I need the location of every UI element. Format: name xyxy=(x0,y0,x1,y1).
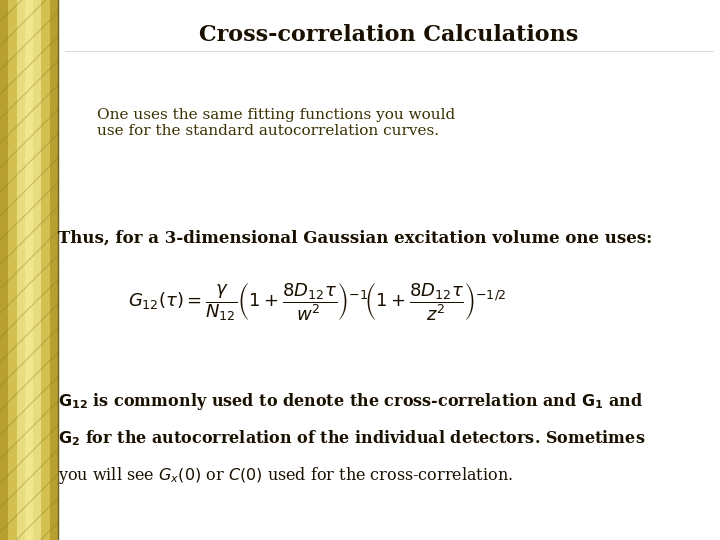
Text: $\mathbf{G_{12}}$ is commonly used to denote the cross-correlation and $\mathbf{: $\mathbf{G_{12}}$ is commonly used to de… xyxy=(58,392,643,413)
Bar xyxy=(17,0,25,540)
Bar xyxy=(0,0,9,540)
Text: $G_{12}(\tau) = \dfrac{\gamma}{N_{12}} \left(1 + \dfrac{8D_{12}\tau}{w^2}\right): $G_{12}(\tau) = \dfrac{\gamma}{N_{12}} \… xyxy=(127,281,506,323)
Text: you will see $G_x(0)$ or $C(0)$ used for the cross-correlation.: you will see $G_x(0)$ or $C(0)$ used for… xyxy=(58,465,513,486)
Text: Thus, for a 3-dimensional Gaussian excitation volume one uses:: Thus, for a 3-dimensional Gaussian excit… xyxy=(58,230,652,246)
Bar xyxy=(50,0,58,540)
Bar xyxy=(25,0,33,540)
Text: Cross-correlation Calculations: Cross-correlation Calculations xyxy=(199,24,578,46)
Bar xyxy=(42,0,50,540)
Bar xyxy=(33,0,42,540)
Text: One uses the same fitting functions you would
use for the standard autocorrelati: One uses the same fitting functions you … xyxy=(97,108,456,138)
Bar xyxy=(9,0,17,540)
Text: $\mathbf{G_2}$ for the autocorrelation of the individual detectors. Sometimes: $\mathbf{G_2}$ for the autocorrelation o… xyxy=(58,428,645,448)
